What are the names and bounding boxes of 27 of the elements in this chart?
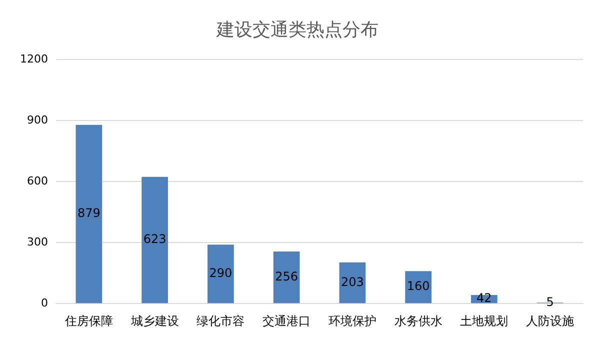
data-label: 256 bbox=[275, 269, 298, 284]
x-tick-label: 城乡建设 bbox=[130, 314, 179, 328]
data-label: 42 bbox=[476, 291, 492, 306]
chart-title: 建设交通类热点分布 bbox=[216, 19, 378, 40]
bar bbox=[405, 271, 432, 304]
y-tick-label: 300 bbox=[26, 235, 48, 248]
x-tick-label: 土地规划 bbox=[460, 314, 508, 328]
y-tick-label: 600 bbox=[26, 174, 48, 188]
y-tick-label: 0 bbox=[40, 296, 48, 310]
bar bbox=[142, 176, 168, 304]
data-label: 879 bbox=[77, 206, 100, 220]
bar bbox=[273, 252, 300, 304]
x-tick-label: 环境保护 bbox=[328, 314, 376, 328]
x-tick-label: 人防设施 bbox=[526, 314, 574, 328]
x-tick-label: 绿化市容 bbox=[196, 314, 245, 328]
data-label: 623 bbox=[143, 232, 166, 246]
data-label: 203 bbox=[340, 274, 364, 289]
bar bbox=[76, 124, 102, 304]
y-tick-label: 900 bbox=[26, 113, 48, 126]
y-tick-label: 1200 bbox=[20, 52, 48, 66]
x-tick-label: 交通港口 bbox=[262, 314, 311, 328]
x-tick-label: 住房保障 bbox=[64, 314, 113, 328]
bar bbox=[208, 244, 234, 304]
data-label: 160 bbox=[406, 279, 430, 294]
data-label: 290 bbox=[209, 266, 232, 280]
x-tick-label: 水务供水 bbox=[394, 314, 442, 328]
data-label: 5 bbox=[546, 294, 554, 309]
